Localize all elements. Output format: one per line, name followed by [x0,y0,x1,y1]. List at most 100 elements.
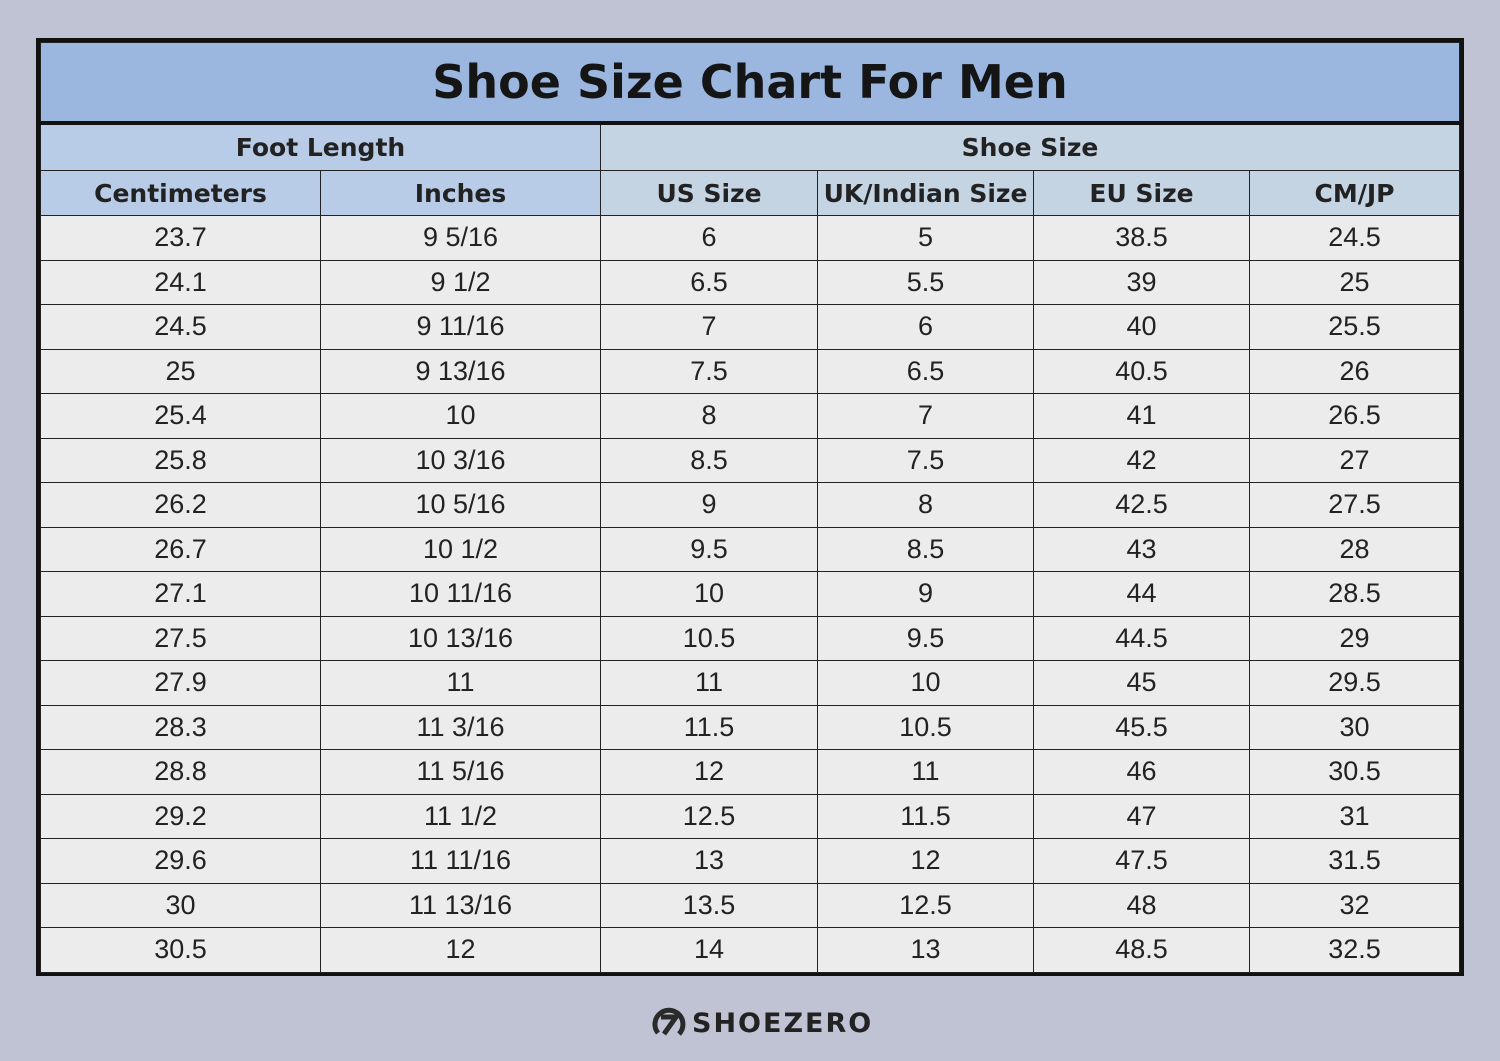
table-cell: 10 11/16 [320,571,601,617]
table-cell: 46 [1033,749,1250,795]
table-row: 30 11 13/16 13.5 12.5 48 32 [40,882,1460,928]
table-cell: 12 [817,838,1034,884]
table-cell: 11 [320,660,601,706]
table-cell: 38.5 [1033,215,1250,261]
table-cell: 28.5 [1249,571,1460,617]
table-cell: 28 [1249,526,1460,572]
table-cell: 9 11/16 [320,304,601,350]
table-cell: 8.5 [817,526,1034,572]
group-shoe-size: Shoe Size [600,122,1460,171]
table-cell: 28.8 [40,749,321,795]
table-cell: 10 5/16 [320,482,601,528]
column-header: Centimeters [40,170,321,216]
column-header: UK/Indian Size [817,170,1034,216]
table-cell: 13 [600,838,818,884]
table-cell: 26.2 [40,482,321,528]
table-cell: 27.9 [40,660,321,706]
table-row: 29.6 11 11/16 13 12 47.5 31.5 [40,838,1460,884]
table-cell: 11 [817,749,1034,795]
table-cell: 24.5 [1249,215,1460,261]
size-chart: Shoe Size Chart For Men Foot Length Shoe… [36,38,1464,976]
table-cell: 5 [817,215,1034,261]
table-row: 23.7 9 5/16 6 5 38.5 24.5 [40,215,1460,261]
table-cell: 27.5 [40,615,321,661]
table-cell: 41 [1033,393,1250,439]
table-row: 27.5 10 13/16 10.5 9.5 44.5 29 [40,615,1460,661]
table-cell: 10 [817,660,1034,706]
table-cell: 48 [1033,882,1250,928]
size-table: Shoe Size Chart For Men Foot Length Shoe… [40,42,1460,973]
table-cell: 31.5 [1249,838,1460,884]
table-cell: 11 3/16 [320,704,601,750]
table-cell: 10 13/16 [320,615,601,661]
table-cell: 23.7 [40,215,321,261]
table-cell: 47.5 [1033,838,1250,884]
table-cell: 45.5 [1033,704,1250,750]
table-cell: 40 [1033,304,1250,350]
table-cell: 11 1/2 [320,793,601,839]
table-cell: 40.5 [1033,348,1250,394]
table-row: 28.8 11 5/16 12 11 46 30.5 [40,749,1460,795]
shoezero-logo-icon [652,1007,686,1036]
table-cell: 7 [817,393,1034,439]
table-cell: 25.4 [40,393,321,439]
table-cell: 47 [1033,793,1250,839]
table-row: 29.2 11 1/2 12.5 11.5 47 31 [40,793,1460,839]
table-cell: 45 [1033,660,1250,706]
table-cell: 26 [1249,348,1460,394]
table-cell: 7.5 [817,437,1034,483]
table-cell: 30 [40,882,321,928]
table-cell: 25 [40,348,321,394]
table-cell: 29.5 [1249,660,1460,706]
column-header: EU Size [1033,170,1250,216]
table-cell: 7.5 [600,348,818,394]
table-cell: 26.7 [40,526,321,572]
brand-name: SHOEZERO [692,1007,874,1039]
table-cell: 11.5 [817,793,1034,839]
table-cell: 25 [1249,259,1460,305]
column-header: Inches [320,170,601,216]
table-cell: 27.5 [1249,482,1460,528]
table-cell: 25.5 [1249,304,1460,350]
table-cell: 6 [817,304,1034,350]
table-cell: 28.3 [40,704,321,750]
table-cell: 29.6 [40,838,321,884]
table-row: 24.1 9 1/2 6.5 5.5 39 25 [40,259,1460,305]
table-cell: 11 11/16 [320,838,601,884]
table-cell: 5.5 [817,259,1034,305]
table-row: 28.3 11 3/16 11.5 10.5 45.5 30 [40,704,1460,750]
table-cell: 30.5 [40,927,321,973]
table-row: 26.7 10 1/2 9.5 8.5 43 28 [40,526,1460,572]
table-cell: 9.5 [817,615,1034,661]
table-cell: 39 [1033,259,1250,305]
table-cell: 25.8 [40,437,321,483]
table-cell: 9 [600,482,818,528]
table-cell: 27 [1249,437,1460,483]
table-cell: 42 [1033,437,1250,483]
table-cell: 29.2 [40,793,321,839]
table-cell: 10 [320,393,601,439]
table-row: 27.9 11 11 10 45 29.5 [40,660,1460,706]
table-cell: 24.1 [40,259,321,305]
table-cell: 10 [600,571,818,617]
table-cell: 42.5 [1033,482,1250,528]
table-cell: 24.5 [40,304,321,350]
table-cell: 9.5 [600,526,818,572]
table-row: 27.1 10 11/16 10 9 44 28.5 [40,571,1460,617]
table-cell: 7 [600,304,818,350]
table-row: 30.5 12 14 13 48.5 32.5 [40,927,1460,973]
table-cell: 11 [600,660,818,706]
table-cell: 43 [1033,526,1250,572]
table-cell: 30 [1249,704,1460,750]
table-cell: 29 [1249,615,1460,661]
group-foot-length: Foot Length [40,122,601,171]
table-cell: 13 [817,927,1034,973]
column-header: CM/JP [1249,170,1460,216]
table-cell: 11.5 [600,704,818,750]
table-cell: 31 [1249,793,1460,839]
table-cell: 8.5 [600,437,818,483]
table-cell: 6.5 [600,259,818,305]
table-cell: 48.5 [1033,927,1250,973]
table-row: 24.5 9 11/16 7 6 40 25.5 [40,304,1460,350]
table-cell: 44.5 [1033,615,1250,661]
